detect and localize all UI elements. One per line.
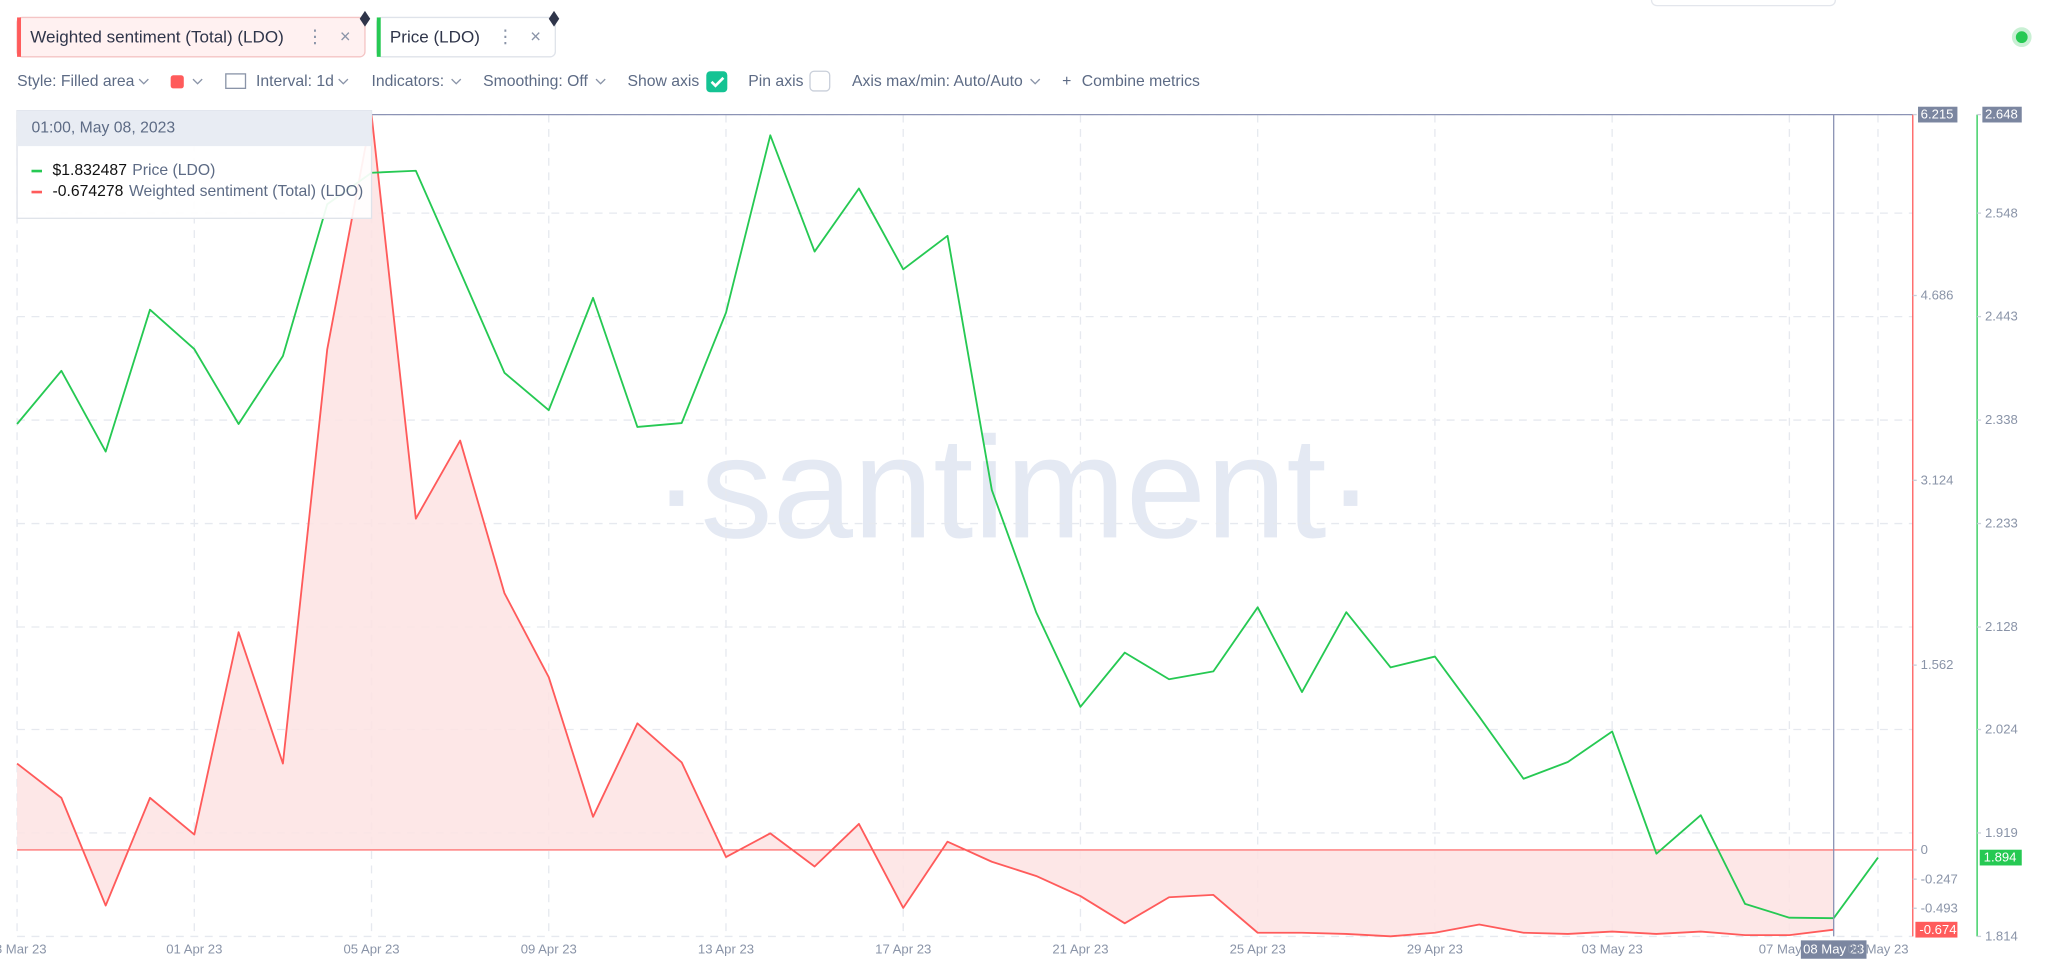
watermark: ·santiment·	[652, 406, 1374, 568]
x-tick-label: 29 Apr 23	[1407, 942, 1463, 957]
toolbar: Style: Filled area Interval: 1d Indicato…	[17, 70, 1200, 93]
x-tick-label: 17 Apr 23	[875, 942, 931, 957]
x-tick-label: 09 Apr 23	[521, 942, 577, 957]
value-badge	[1979, 849, 2022, 866]
show-axis-label[interactable]: Show axis	[628, 73, 700, 90]
x-tick-label: 25 Apr 23	[1230, 942, 1286, 957]
tab-menu[interactable]: ⋮	[496, 26, 514, 47]
tooltip-date: 01:00, May 08, 2023	[32, 120, 176, 137]
x-tick-label: 21 Apr 23	[1052, 942, 1108, 957]
tab-accent	[376, 17, 381, 57]
x-tick-label: 28 Mar 23	[0, 942, 47, 957]
tooltip-value: -0.674278	[53, 183, 124, 200]
y-tick-label: 6.215	[1921, 107, 1954, 122]
eth-icon	[548, 10, 560, 27]
y-tick-label: 0	[1921, 842, 1928, 857]
chevron	[595, 78, 606, 85]
tooltip-value: $1.832487	[53, 162, 127, 179]
y-tick-label: 2.128	[1985, 619, 2018, 634]
x-tick-label: 03 May 23	[1582, 942, 1643, 957]
y-tick-label: -0.247	[1921, 871, 1958, 886]
tab-menu[interactable]: ⋮	[306, 26, 324, 47]
chevron	[1030, 78, 1041, 85]
value-badge-label: 1.894	[1984, 850, 2017, 865]
chevron	[138, 78, 149, 85]
tab-accent	[17, 17, 22, 57]
interval-select[interactable]: Interval: 1d	[256, 73, 334, 90]
x-tick-label: 08 May 23	[1803, 942, 1864, 957]
y-tick-label: 2.233	[1985, 516, 2018, 531]
metric-tab[interactable]: Weighted sentiment (Total) (LDO) ⋮ ×	[16, 10, 371, 58]
search-box[interactable]	[1650, 0, 1836, 7]
tooltip-header	[17, 110, 372, 147]
max-badge	[1982, 106, 2022, 123]
y-tick-label: 2.548	[1985, 205, 2018, 220]
checkmark	[710, 76, 725, 88]
x-tick-label: 05 Apr 23	[343, 942, 399, 957]
y-tick-label: 1.562	[1921, 657, 1954, 672]
x-tick-label: 09 May 23	[1847, 942, 1908, 957]
x-tick-label: 01 Apr 23	[166, 942, 222, 957]
chevron	[451, 78, 462, 85]
tooltip-metric: Weighted sentiment (Total) (LDO)	[129, 183, 363, 200]
interval-icon	[225, 73, 247, 89]
y-tick-label: 3.124	[1921, 472, 1954, 487]
y-tick-label: 2.338	[1985, 412, 2018, 427]
metric-tab[interactable]: Price (LDO) ⋮ ×	[376, 10, 560, 58]
plus-icon: +	[1062, 73, 1071, 90]
y-tick-label: 4.686	[1921, 288, 1954, 303]
tab-label: Price (LDO)	[390, 27, 480, 46]
combine-metrics[interactable]: Combine metrics	[1082, 73, 1200, 90]
tooltip-metric: Price (LDO)	[132, 162, 215, 179]
y-tick-label: 2.024	[1985, 722, 2018, 737]
max-badge	[1918, 106, 1958, 123]
tab-label: Weighted sentiment (Total) (LDO)	[30, 27, 284, 46]
series-line	[16, 113, 1834, 938]
x-tick-label: 13 Apr 23	[698, 942, 754, 957]
y-tick-label: 1.919	[1985, 825, 2018, 840]
status-dot	[2011, 27, 2032, 47]
y-tick-label: -0.493	[1921, 900, 1958, 915]
smoothing-select[interactable]: Smoothing: Off	[483, 73, 588, 90]
tab-close[interactable]: ×	[530, 26, 541, 47]
tab-close[interactable]: ×	[340, 26, 351, 47]
value-badge	[1915, 921, 1958, 938]
value-badge-label: -0.674	[1919, 922, 1956, 937]
y-tick-label: 2.443	[1985, 309, 2018, 324]
style-select[interactable]: Style: Filled area	[17, 73, 135, 90]
color-picker[interactable]	[170, 75, 184, 89]
chevron	[338, 78, 349, 85]
checkbox-checked[interactable]	[706, 71, 728, 93]
y-tick-label: 2.648	[1985, 107, 2018, 122]
checkbox[interactable]	[809, 70, 831, 92]
tooltip: 01:00, May 08, 2023 $1.832487 Price (LDO…	[16, 110, 373, 219]
pin-axis-label[interactable]: Pin axis	[748, 73, 803, 90]
axis-minmax-select[interactable]: Axis max/min: Auto/Auto	[852, 73, 1023, 90]
indicators-select[interactable]: Indicators:	[372, 73, 445, 90]
area	[17, 114, 1834, 937]
x-badge	[1800, 940, 1867, 959]
chevron	[192, 78, 203, 85]
y-tick-label: 1.814	[1985, 929, 2018, 944]
